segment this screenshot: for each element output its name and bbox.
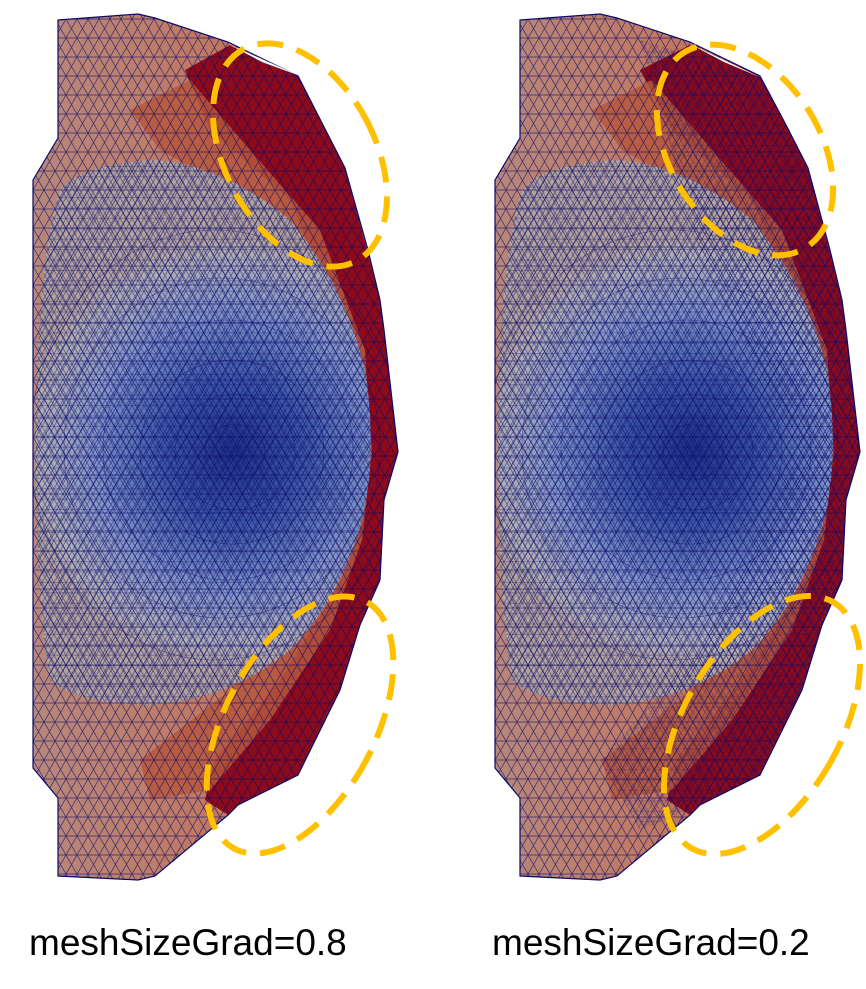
upper-notch	[228, 44, 300, 76]
radial-mesh-rings	[33, 229, 398, 661]
highlight-ellipse-upper	[653, 41, 837, 259]
radial-mesh-rings	[495, 229, 859, 661]
panel-caption-left: meshSizeGrad=0.8	[29, 922, 347, 963]
highlight-ellipse-lower	[203, 593, 397, 857]
highlight-ellipse-lower	[661, 592, 863, 858]
mesh-panel-right	[494, 13, 863, 881]
lower-notch	[232, 816, 298, 830]
highlight-ellipse-upper	[210, 40, 390, 270]
panel-caption-right: meshSizeGrad=0.2	[492, 922, 810, 963]
lower-notch	[694, 816, 760, 830]
mesh-panel-left	[32, 13, 399, 881]
upper-notch	[690, 44, 762, 78]
